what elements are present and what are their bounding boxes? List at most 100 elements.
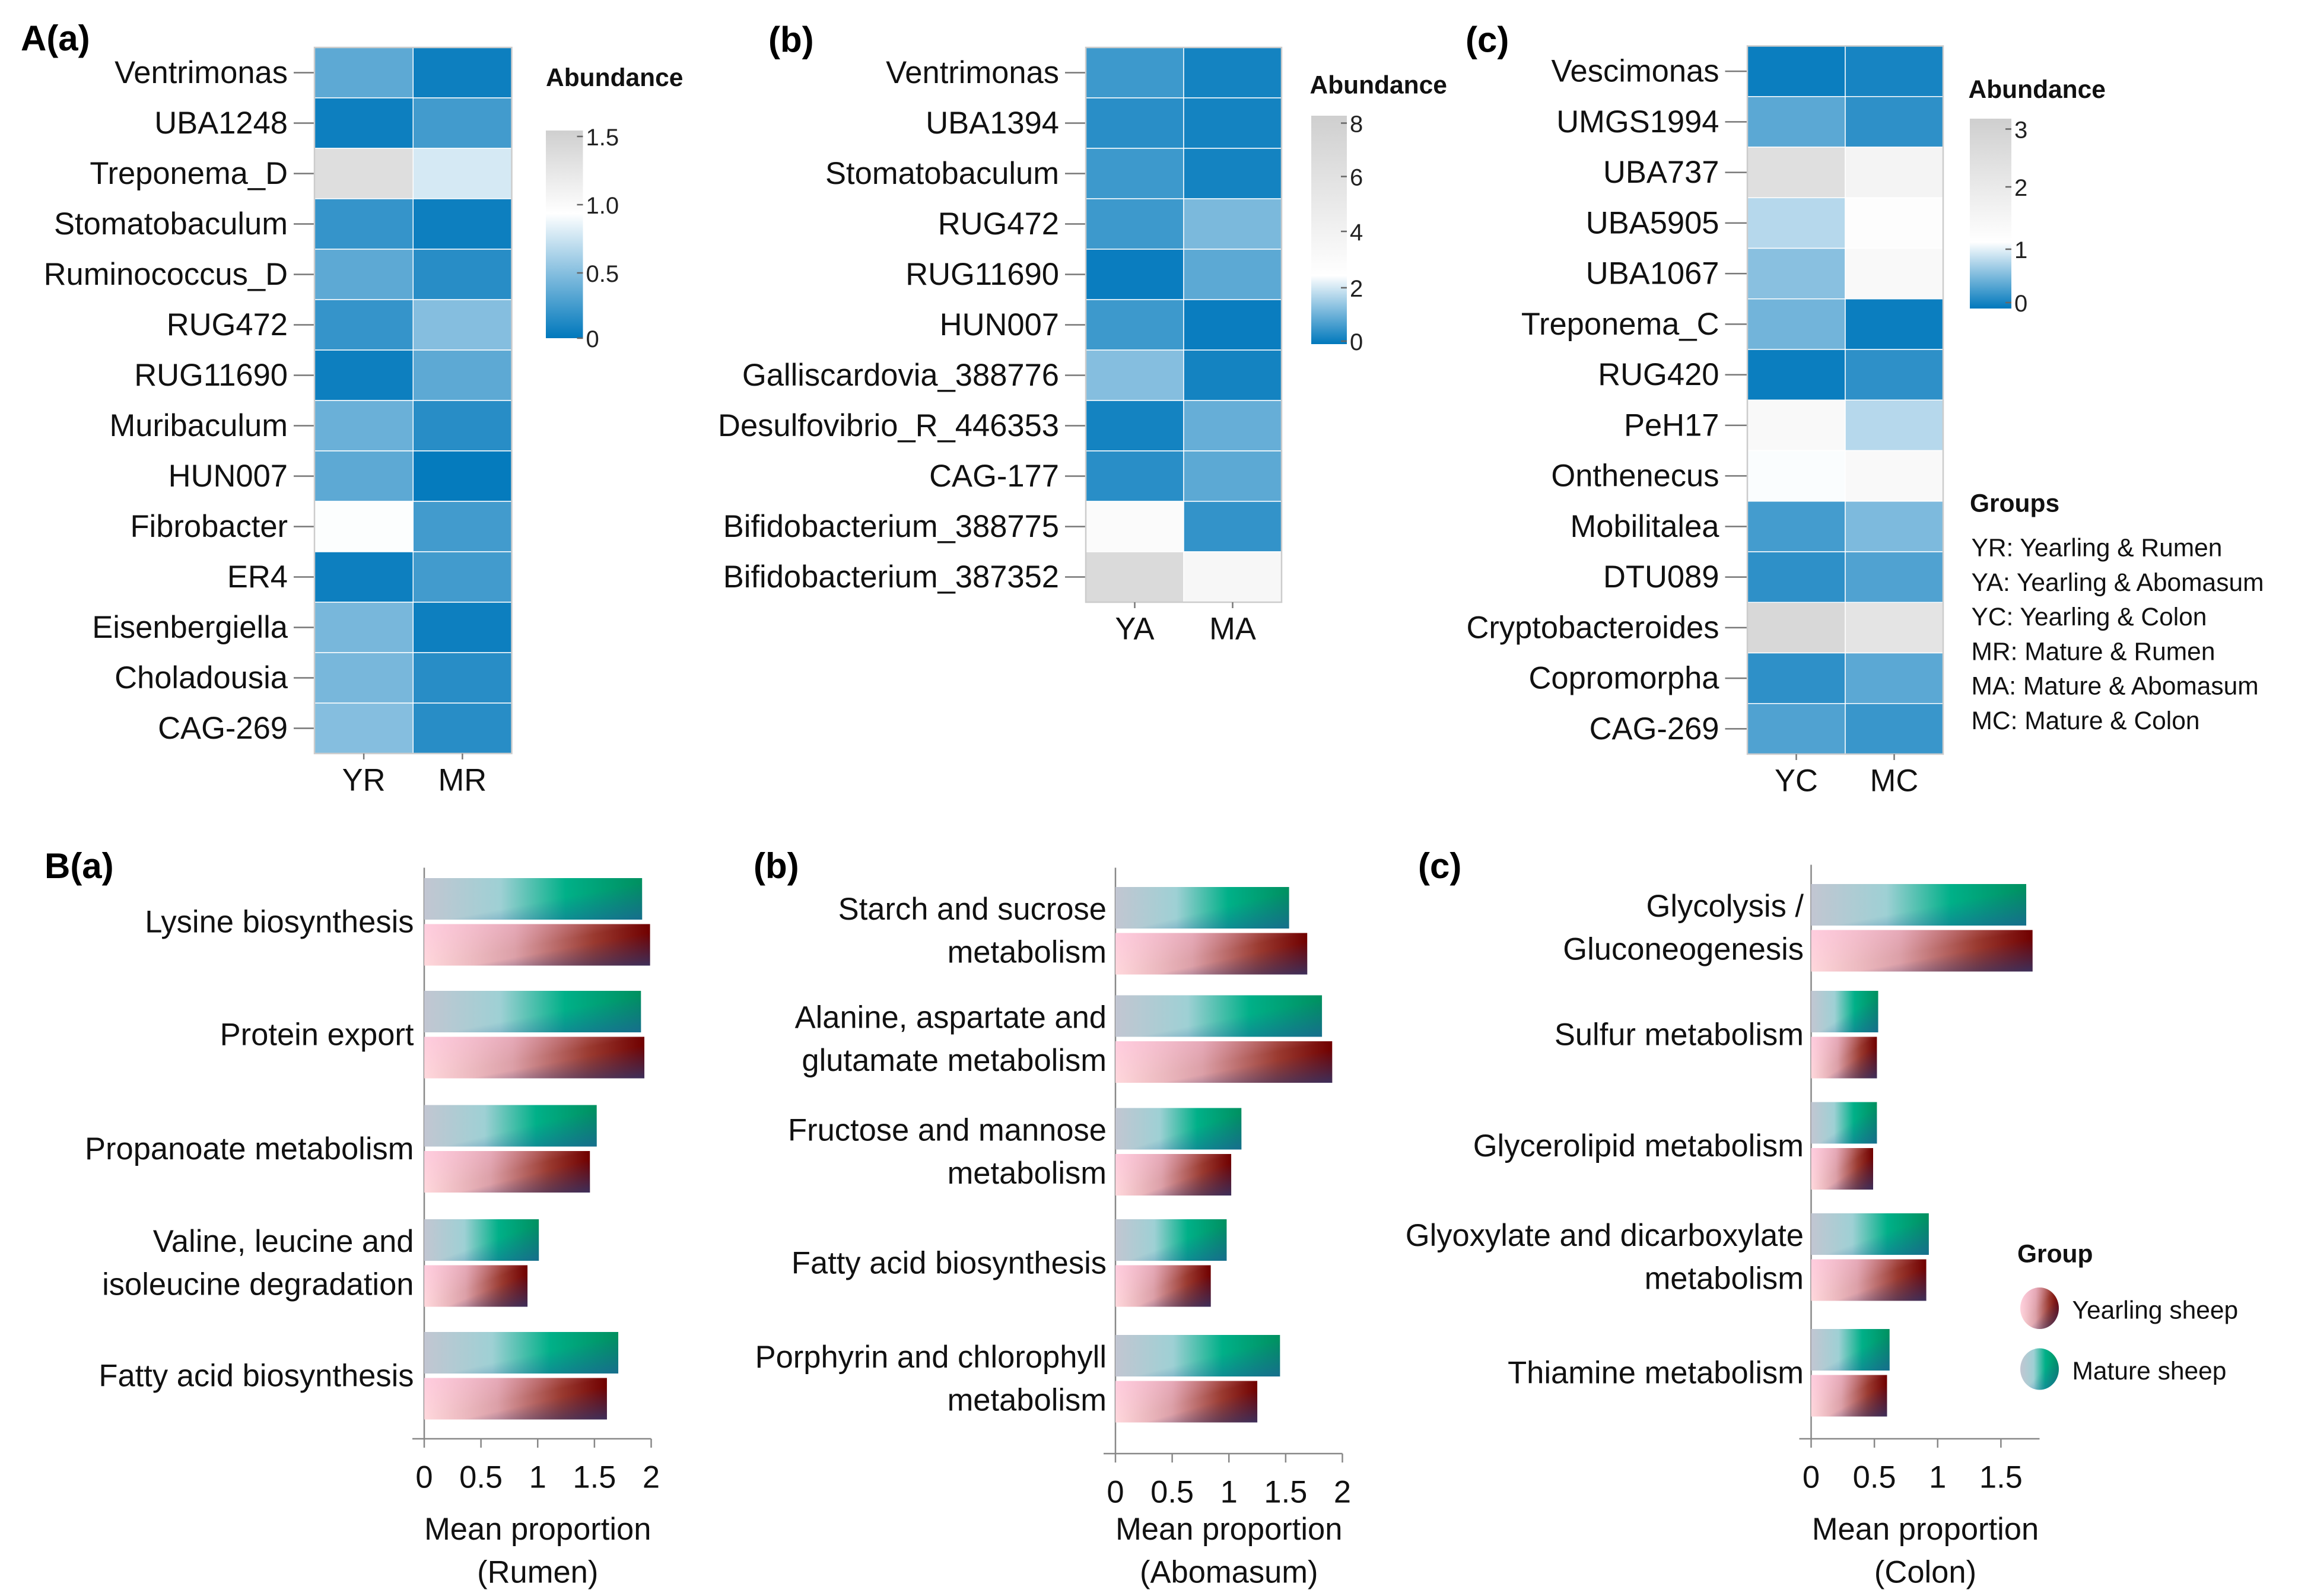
heatmap-cell [1183,198,1282,250]
heatmap-cell [314,299,414,351]
panel-label: (b) [768,20,814,60]
colorbar-tick-label: 8 [1350,112,1363,138]
heatmap-border [313,46,513,755]
heatmap-cell [1845,602,1944,654]
colorbar-tick-label: 0 [1350,329,1363,355]
x-tick-label: 0 [415,1460,433,1495]
bar-panel-0: B(a) 0 0.5 1 1.5 2 Mean proportion (Rumen) Lysin… [44,846,660,1590]
bar-shade [424,1378,607,1420]
bar-shade [424,1219,539,1261]
heatmap-cell [314,148,414,199]
colorbar [1311,116,1347,344]
x-tick-label: 1.5 [1979,1460,2023,1495]
heatmap-cell [412,249,513,300]
row-label: Treponema_D [90,156,288,191]
category-label: Glyoxylate and dicarboxylate [1406,1218,1804,1253]
category-label: isoleucine degradation [102,1267,414,1302]
heatmap-cell [1747,399,1846,452]
heatmap-cell [1845,702,1944,755]
heatmap-cell [314,400,414,452]
x-axis-label: (Rumen) [477,1555,598,1590]
category-label: Propanoate metabolism [85,1131,414,1166]
bar-shade [424,1151,590,1193]
bar-shade [1811,930,2033,972]
row-label: UMGS1994 [1556,104,1719,139]
heatmap-cell [1747,702,1846,755]
bar-shade [1115,995,1323,1037]
row-label: Stomatobaculum [825,156,1059,191]
heatmap-cell [1845,45,1944,97]
x-axis-label: (Colon) [1874,1555,1976,1590]
heatmap-cell [1085,97,1184,149]
colorbar [546,131,583,338]
x-tick-label: 0.5 [1150,1475,1194,1510]
heatmap-cell [314,47,414,98]
colorbar-tick-label: 1.5 [586,125,619,151]
heatmap-cell [1183,299,1282,351]
category-label: Fatty acid biosynthesis [791,1245,1107,1280]
group-legend-item: Yearling sheep [2072,1297,2239,1325]
groups-legend-item: MC: Mature & Colon [1972,707,2200,735]
heatmap-cell [1183,551,1282,603]
groups-legend-item: MA: Mature & Abomasum [1972,673,2259,701]
groups-legend-item: YR: Yearling & Rumen [1972,535,2223,562]
row-label: UBA5905 [1586,205,1719,240]
heatmap-cell [1747,500,1846,552]
panel-label: (c) [1418,846,1461,886]
colorbar-tick-label: 6 [1350,165,1363,191]
x-tick-label: 1 [1929,1460,1946,1495]
heatmap-cell [412,501,513,552]
heatmap-cell [412,652,513,704]
x-tick-label: 0 [1107,1475,1124,1510]
category-label: Lysine biosynthesis [145,904,414,939]
row-label: UBA1248 [154,106,288,141]
heatmap-cell [1183,148,1282,199]
row-label: CAG-269 [158,711,288,746]
bar-shade [1811,884,2027,926]
column-label: YA [1115,612,1154,647]
heatmap-cell [1183,249,1282,300]
category-label: Starch and sucrose [838,892,1107,927]
legend-title: Abundance [1310,72,1447,100]
row-label: Stomatobaculum [54,206,288,241]
bar-shade [424,878,643,920]
category-label: glutamate metabolism [802,1043,1107,1078]
heatmap-panel-1: (b) Ventrimonas UBA1394 Stomatobaculum RUG47… [718,20,1447,647]
heatmap-cell [412,702,513,754]
heatmap-cell [1747,298,1846,350]
x-axis-label: Mean proportion [1115,1512,1342,1547]
x-tick-label: 0.5 [459,1460,503,1495]
heatmap-cell [1747,96,1846,148]
category-label: Porphyrin and chlorophyll [755,1340,1107,1375]
heatmap-cell [1085,349,1184,401]
bar-shade [1115,1265,1211,1307]
row-label: UBA1394 [926,106,1059,141]
heatmap-border [1085,46,1283,603]
heatmap-cell [1183,97,1282,149]
heatmap-cell [1085,198,1184,250]
heatmap-cell [314,702,414,754]
row-label: Copromorpha [1529,661,1720,696]
row-label: Vescimonas [1551,54,1719,89]
bar-shade [1115,1219,1227,1261]
groups-legend-title: Groups [1970,490,2059,518]
x-tick-label: 1 [529,1460,546,1495]
heatmap-cell [1085,501,1184,552]
heatmap-cell [1085,299,1184,351]
heatmap-cell [1845,450,1944,502]
heatmap-panel-2: (c) Vescimonas UMGS1994 UBA737 UBA5905 UBA106… [1466,20,2106,799]
row-label: Bifidobacterium_387352 [723,559,1059,594]
heatmap-cell [412,198,513,250]
heatmap-cell [1747,652,1846,704]
heatmap-cell [1085,47,1184,98]
row-label: ER4 [227,559,288,594]
heatmap-cell [1183,47,1282,98]
legend-title: Abundance [1969,76,2106,104]
heatmap-cell [412,47,513,98]
bar-shade [1811,1375,1887,1417]
column-label: MA [1209,612,1256,647]
row-label: Galliscardovia_388776 [742,358,1059,393]
row-label: CAG-269 [1590,711,1719,746]
x-tick-label: 1.5 [1264,1475,1307,1510]
